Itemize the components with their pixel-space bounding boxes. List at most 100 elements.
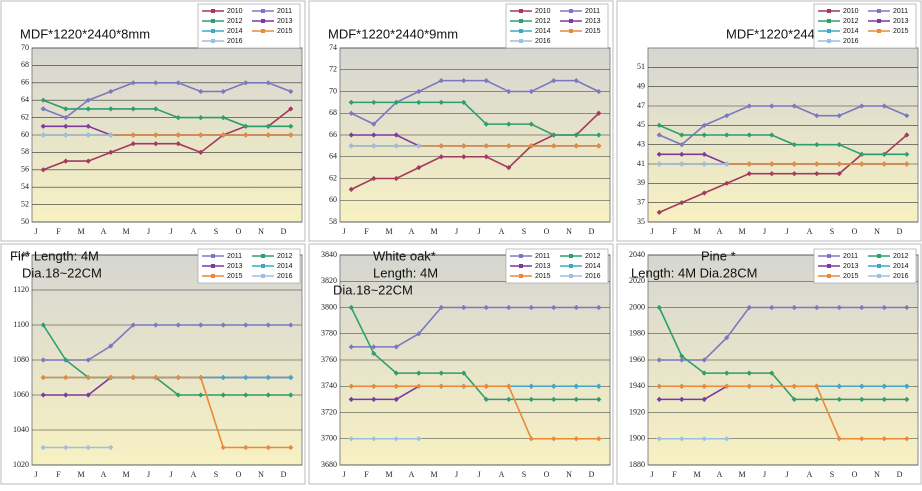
data-point — [108, 444, 114, 451]
legend-marker — [827, 264, 831, 268]
data-point — [175, 392, 181, 398]
data-point — [63, 374, 69, 381]
legend-marker — [569, 274, 573, 278]
data-point — [769, 132, 775, 138]
legend-marker — [877, 19, 881, 23]
y-tick-label: 3760 — [321, 355, 337, 364]
data-point — [528, 304, 534, 311]
data-point — [701, 396, 707, 402]
data-point — [85, 357, 91, 363]
legend-label: 2010 — [535, 8, 551, 15]
data-point — [265, 392, 271, 398]
data-point — [175, 115, 181, 121]
data-point — [859, 304, 865, 311]
data-point — [528, 396, 534, 402]
y-tick-label: 51 — [637, 62, 645, 71]
data-point — [573, 383, 579, 389]
x-tick-label: A — [807, 470, 813, 479]
y-tick-label: 3680 — [321, 460, 337, 469]
legend-label: 2012 — [535, 18, 551, 25]
data-point — [656, 436, 662, 442]
data-point — [701, 383, 707, 389]
y-tick-label: 58 — [21, 147, 29, 156]
x-tick-label: A — [101, 470, 107, 479]
y-tick-label: 1120 — [13, 285, 29, 294]
x-tick-label: D — [897, 227, 903, 236]
data-point — [153, 80, 159, 86]
x-tick-label: J — [169, 227, 172, 236]
data-point — [40, 357, 46, 363]
data-point — [63, 158, 69, 164]
data-point — [416, 383, 422, 389]
x-tick-label: J — [785, 227, 788, 236]
data-point — [656, 161, 662, 167]
legend-marker — [261, 264, 265, 268]
x-tick-label: N — [566, 227, 572, 236]
data-point — [746, 304, 752, 311]
legend-label: 2013 — [843, 263, 859, 270]
y-tick-label: 60 — [329, 195, 337, 204]
data-point — [656, 151, 662, 157]
chart-panel: 3680 3700 3720 3740 3760 3780 3800 3820 3840 J F M A… — [308, 243, 614, 485]
data-point — [483, 396, 489, 402]
x-tick-label: J — [455, 470, 458, 479]
x-tick-label: N — [874, 227, 880, 236]
legend-label: 2014 — [893, 263, 909, 270]
data-point — [746, 132, 752, 138]
x-tick-label: A — [717, 470, 723, 479]
data-point — [551, 304, 557, 311]
data-point — [769, 370, 775, 376]
legend-marker — [519, 274, 523, 278]
data-point — [724, 383, 730, 389]
x-tick-label: A — [409, 470, 415, 479]
series-line — [42, 82, 292, 119]
data-point — [40, 132, 46, 138]
chart-title: Fir* Length: 4M — [10, 248, 99, 263]
data-point — [175, 132, 181, 138]
x-tick-label: S — [830, 227, 834, 236]
data-point — [393, 344, 399, 350]
data-point — [746, 383, 752, 389]
data-point — [371, 350, 377, 357]
y-tick-label: 3700 — [321, 434, 337, 443]
legend-label: 2012 — [843, 18, 859, 25]
data-point — [371, 344, 377, 350]
x-tick-label: M — [738, 470, 745, 479]
data-point — [656, 357, 662, 363]
series-line — [351, 385, 599, 440]
data-point — [483, 383, 489, 389]
data-point — [371, 175, 377, 182]
data-point — [483, 304, 489, 311]
data-point — [881, 436, 887, 442]
series-line — [43, 324, 291, 361]
legend-label: 2011 — [893, 8, 908, 15]
y-tick-label: 52 — [21, 199, 29, 208]
data-point — [348, 186, 354, 192]
data-point — [198, 374, 204, 381]
y-tick-label: 49 — [637, 81, 645, 90]
x-tick-label: D — [281, 227, 287, 236]
data-point — [724, 370, 730, 376]
legend-marker — [261, 274, 265, 278]
data-point — [769, 304, 775, 311]
data-point — [904, 132, 910, 138]
y-tick-label: 3820 — [321, 276, 337, 285]
x-tick-label: J — [147, 470, 150, 479]
data-point — [130, 132, 136, 138]
x-tick-label: A — [191, 227, 197, 236]
data-point — [393, 436, 399, 442]
data-point — [881, 383, 887, 389]
data-point — [416, 370, 422, 376]
y-tick-label: 3740 — [321, 381, 337, 390]
data-point — [483, 121, 489, 127]
data-point — [461, 370, 467, 376]
y-tick-label: 1080 — [13, 355, 29, 364]
y-tick-label: 62 — [21, 112, 29, 121]
data-point — [791, 171, 797, 177]
x-tick-label: M — [122, 227, 129, 236]
x-tick-label: S — [830, 470, 834, 479]
chart-panel: 1020 1040 1060 1080 1100 1120 1140 J F M A M J J A S O N D… — [0, 243, 306, 485]
x-tick-label: N — [874, 470, 880, 479]
legend-label: 2010 — [843, 8, 859, 15]
data-point — [438, 304, 444, 311]
